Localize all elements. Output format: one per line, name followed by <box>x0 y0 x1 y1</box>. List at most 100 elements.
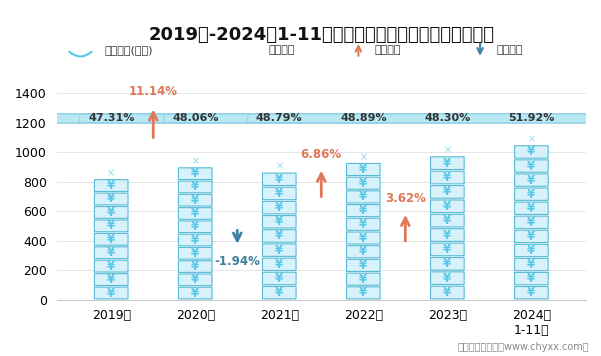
FancyBboxPatch shape <box>430 200 464 213</box>
FancyBboxPatch shape <box>347 163 380 176</box>
FancyBboxPatch shape <box>0 114 395 123</box>
Text: 51.92%: 51.92% <box>508 113 555 124</box>
Text: ¥: ¥ <box>191 194 200 207</box>
Text: 同比减少: 同比减少 <box>496 45 522 55</box>
FancyBboxPatch shape <box>94 260 128 272</box>
FancyBboxPatch shape <box>263 173 296 185</box>
FancyBboxPatch shape <box>514 202 548 214</box>
FancyBboxPatch shape <box>430 257 464 270</box>
Text: 累计保费(亿元): 累计保费(亿元) <box>104 45 153 55</box>
FancyBboxPatch shape <box>514 244 548 257</box>
FancyBboxPatch shape <box>430 185 464 198</box>
Text: ¥: ¥ <box>275 272 283 285</box>
Text: ¥: ¥ <box>444 157 451 170</box>
FancyBboxPatch shape <box>347 191 380 203</box>
Text: ¥: ¥ <box>107 260 115 273</box>
FancyBboxPatch shape <box>94 220 128 232</box>
Text: ×: × <box>359 152 367 162</box>
FancyBboxPatch shape <box>248 114 601 123</box>
Text: ¥: ¥ <box>191 167 200 180</box>
Text: ¥: ¥ <box>275 215 283 228</box>
Text: 制图：智研咨询（www.chyxx.com）: 制图：智研咨询（www.chyxx.com） <box>457 342 589 352</box>
FancyBboxPatch shape <box>94 180 128 192</box>
FancyBboxPatch shape <box>263 286 296 299</box>
Text: ¥: ¥ <box>444 200 451 213</box>
Text: ¥: ¥ <box>359 204 367 217</box>
FancyBboxPatch shape <box>347 205 380 217</box>
Text: ¥: ¥ <box>527 230 535 243</box>
Text: ×: × <box>275 162 283 172</box>
Text: 同比增加: 同比增加 <box>374 45 401 55</box>
FancyBboxPatch shape <box>430 286 464 299</box>
Text: ¥: ¥ <box>527 146 535 158</box>
FancyBboxPatch shape <box>514 146 548 158</box>
Text: ¥: ¥ <box>359 259 367 272</box>
FancyBboxPatch shape <box>178 168 212 179</box>
Text: ¥: ¥ <box>191 234 200 246</box>
Text: 48.30%: 48.30% <box>424 113 471 124</box>
FancyBboxPatch shape <box>347 273 380 285</box>
FancyBboxPatch shape <box>94 287 128 299</box>
FancyBboxPatch shape <box>163 114 601 123</box>
FancyBboxPatch shape <box>178 234 212 246</box>
Text: ¥: ¥ <box>275 201 283 214</box>
FancyBboxPatch shape <box>178 274 212 286</box>
FancyBboxPatch shape <box>514 216 548 229</box>
FancyBboxPatch shape <box>347 177 380 189</box>
Text: -1.94%: -1.94% <box>215 256 260 268</box>
Text: ¥: ¥ <box>444 229 451 241</box>
FancyBboxPatch shape <box>178 221 212 232</box>
Text: ¥: ¥ <box>191 180 200 193</box>
FancyBboxPatch shape <box>514 188 548 200</box>
Text: ¥: ¥ <box>527 202 535 215</box>
FancyBboxPatch shape <box>347 232 380 244</box>
Text: 11.14%: 11.14% <box>129 85 178 98</box>
Text: ¥: ¥ <box>359 231 367 245</box>
FancyBboxPatch shape <box>94 234 128 245</box>
Text: ¥: ¥ <box>444 257 451 270</box>
Text: ¥: ¥ <box>191 287 200 300</box>
Text: ¥: ¥ <box>107 246 115 259</box>
Text: 3.62%: 3.62% <box>385 192 426 205</box>
Text: 48.06%: 48.06% <box>172 113 219 124</box>
Text: ¥: ¥ <box>191 247 200 260</box>
FancyBboxPatch shape <box>347 218 380 230</box>
FancyBboxPatch shape <box>430 272 464 284</box>
FancyBboxPatch shape <box>178 247 212 259</box>
Text: ¥: ¥ <box>359 273 367 286</box>
FancyBboxPatch shape <box>514 258 548 271</box>
Text: ×: × <box>107 168 115 178</box>
FancyBboxPatch shape <box>226 40 263 60</box>
FancyBboxPatch shape <box>94 247 128 258</box>
FancyBboxPatch shape <box>347 287 380 299</box>
FancyBboxPatch shape <box>263 201 296 214</box>
Text: ¥: ¥ <box>359 286 367 299</box>
Text: ¥: ¥ <box>444 185 451 198</box>
FancyBboxPatch shape <box>178 261 212 272</box>
Text: ¥: ¥ <box>359 218 367 231</box>
FancyBboxPatch shape <box>430 229 464 241</box>
Text: 寿险占比: 寿险占比 <box>269 45 295 55</box>
FancyBboxPatch shape <box>263 272 296 285</box>
Text: ×: × <box>191 157 200 167</box>
Text: ¥: ¥ <box>275 258 283 271</box>
Text: ¥: ¥ <box>107 219 115 232</box>
FancyBboxPatch shape <box>263 258 296 271</box>
Text: ¥: ¥ <box>107 179 115 192</box>
Text: 47.31%: 47.31% <box>88 113 135 124</box>
Text: ¥: ¥ <box>107 206 115 219</box>
FancyBboxPatch shape <box>178 181 212 193</box>
FancyBboxPatch shape <box>178 194 212 206</box>
Text: ¥: ¥ <box>527 272 535 285</box>
Text: ¥: ¥ <box>527 258 535 271</box>
Text: ¥: ¥ <box>527 174 535 187</box>
Text: ¥: ¥ <box>107 233 115 246</box>
FancyBboxPatch shape <box>263 187 296 200</box>
Text: ¥: ¥ <box>275 187 283 200</box>
FancyBboxPatch shape <box>263 215 296 228</box>
FancyBboxPatch shape <box>94 206 128 218</box>
Text: ¥: ¥ <box>359 245 367 258</box>
Text: 6.86%: 6.86% <box>300 148 342 161</box>
FancyBboxPatch shape <box>514 160 548 172</box>
FancyBboxPatch shape <box>263 244 296 256</box>
